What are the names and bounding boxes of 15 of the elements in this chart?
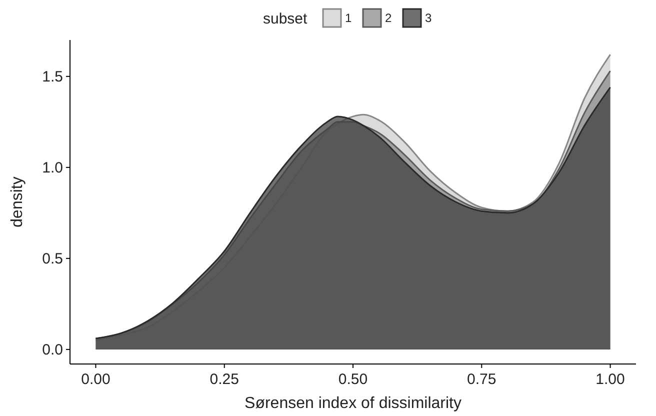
x-axis-title: Sørensen index of dissimilarity — [244, 395, 462, 412]
x-tick-label: 0.50 — [338, 371, 368, 388]
y-tick-label: 1.0 — [42, 160, 63, 177]
y-axis-title: density — [9, 176, 26, 228]
legend-label: 2 — [385, 11, 392, 26]
legend-label: 3 — [425, 11, 432, 26]
x-tick-label: 0.75 — [467, 371, 496, 388]
x-tick-label: 0.25 — [210, 371, 239, 388]
x-tick-label: 0.00 — [81, 371, 110, 388]
legend-label: 1 — [345, 11, 352, 26]
y-tick-label: 0.5 — [42, 250, 63, 268]
legend-title: subset — [263, 10, 308, 28]
x-tick-label: 1.00 — [596, 371, 625, 388]
y-tick-label: 1.5 — [42, 68, 63, 86]
y-tick-label: 0.0 — [42, 342, 63, 359]
